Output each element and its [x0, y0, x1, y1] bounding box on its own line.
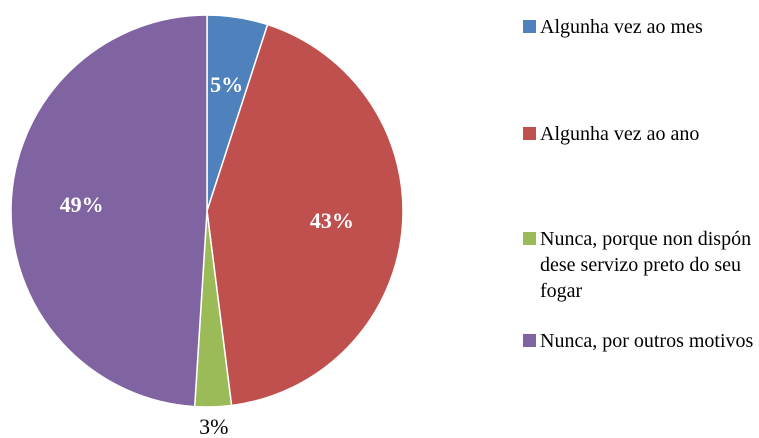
legend-label: Algunha vez ao ano	[540, 123, 700, 145]
data-label: 43%	[310, 208, 354, 233]
data-label: 49%	[60, 192, 104, 217]
data-label: 5%	[210, 72, 243, 97]
legend-label: Nunca, por outros motivos	[540, 330, 754, 352]
legend-item: Algunha vez ao ano	[523, 121, 754, 147]
legend-swatch	[523, 334, 536, 347]
legend-label: Nunca, porque non dispón dese servizo pr…	[540, 228, 752, 302]
legend-label: Algunha vez ao mes	[540, 16, 703, 38]
data-label: 3%	[199, 414, 228, 438]
legend-item: Nunca, porque non dispón dese servizo pr…	[523, 226, 754, 304]
legend-swatch	[523, 20, 536, 33]
legend-item: Nunca, por outros motivos	[523, 328, 754, 354]
chart: 5% 43% 3% 49%	[10, 14, 404, 438]
legend-swatch	[523, 232, 536, 245]
legend-item: Algunha vez ao mes	[523, 14, 754, 40]
legend-swatch	[523, 127, 536, 140]
pie-slice	[206, 23, 404, 407]
pie-slice	[10, 14, 208, 408]
